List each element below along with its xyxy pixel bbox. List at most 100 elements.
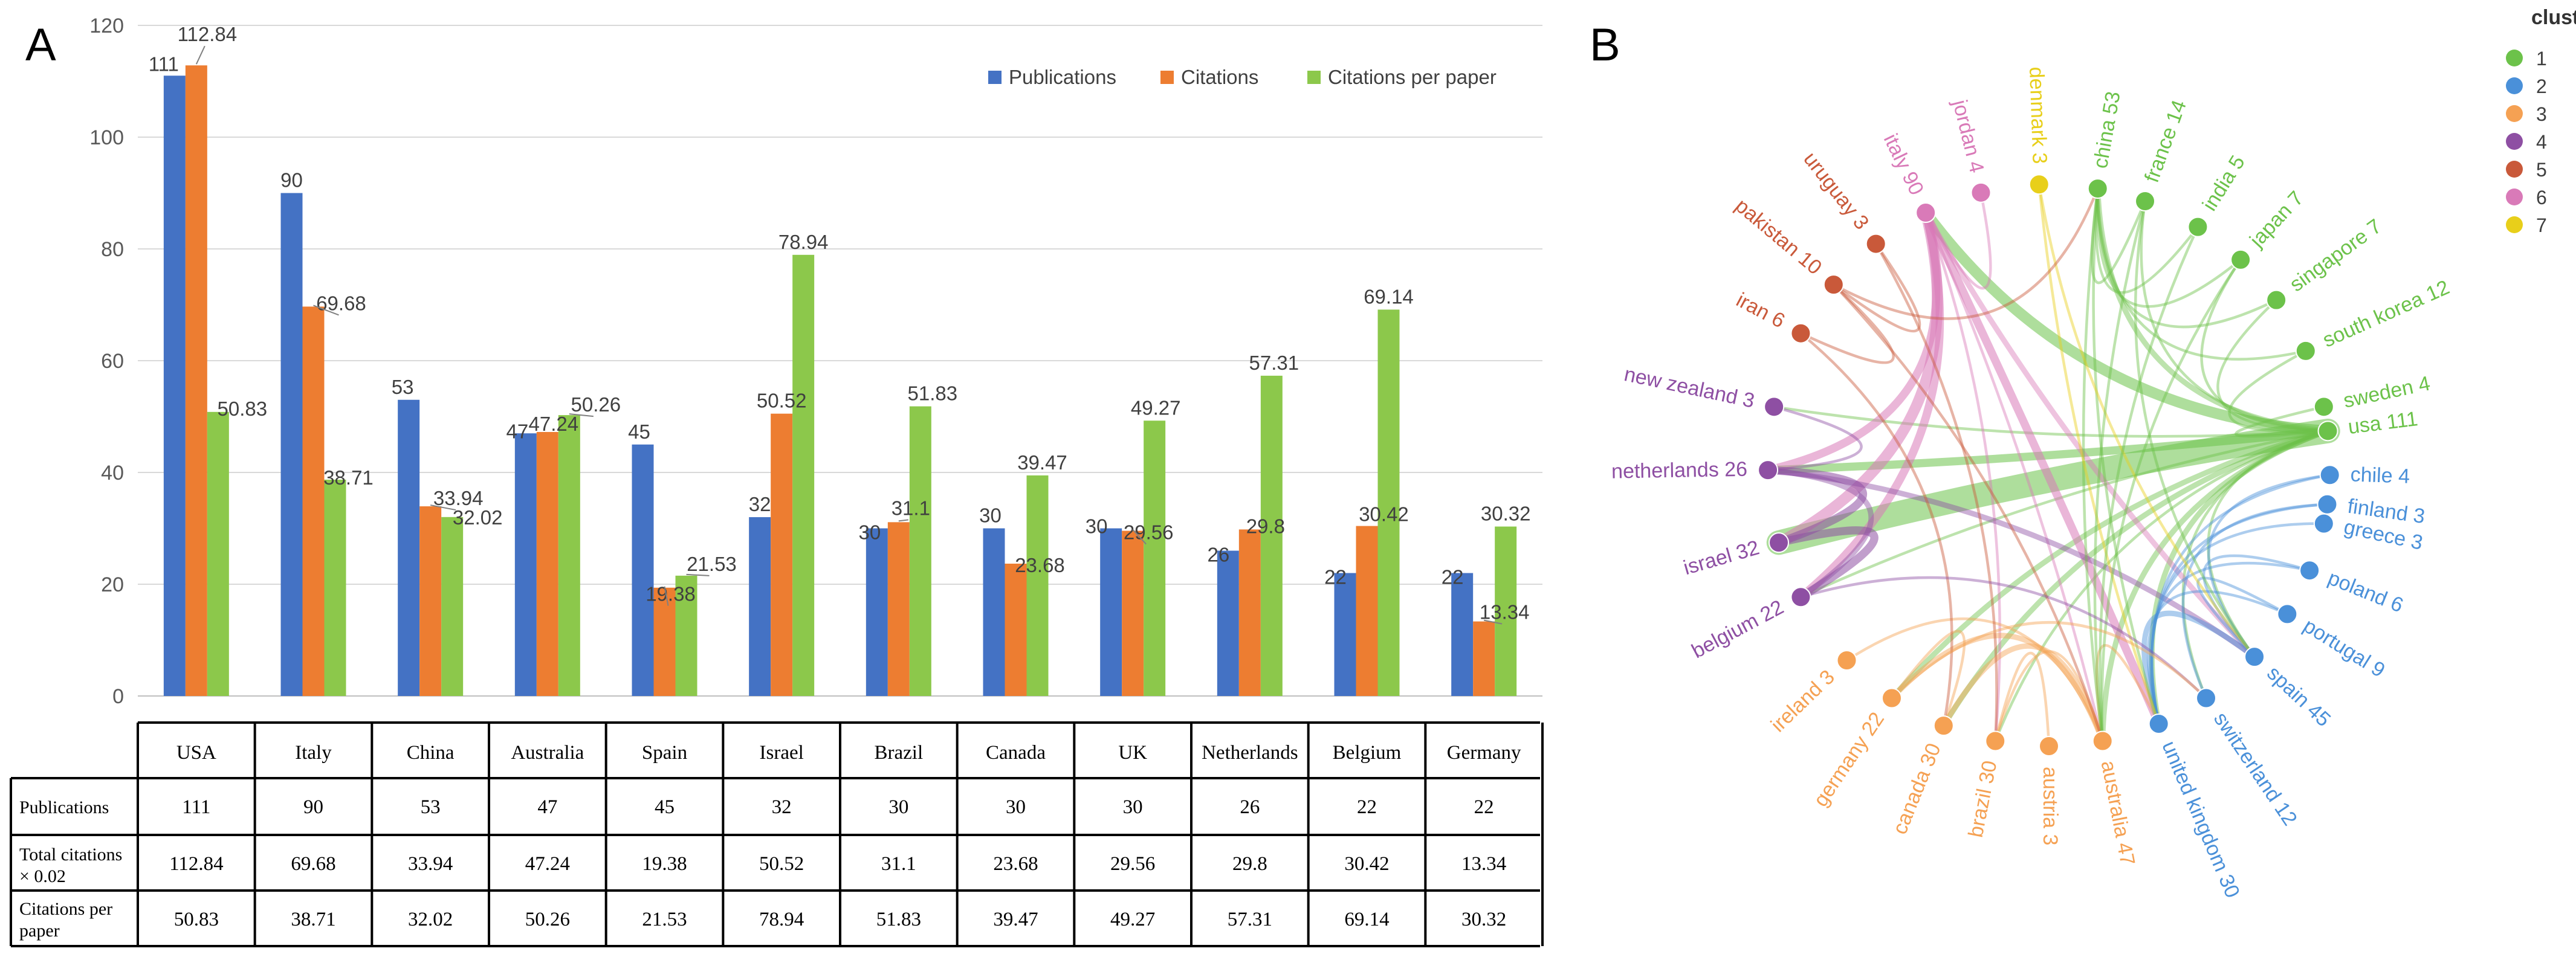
link-china-france: [2090, 187, 2147, 285]
link-italy-australia: [1924, 211, 2104, 743]
link-united-kingdom-portugal: [2146, 590, 2289, 726]
bar-data-label: 49.27: [1131, 396, 1181, 419]
cluster-swatch-5: [2506, 161, 2523, 178]
chart-legend: Publications Citations Citations per paper: [988, 66, 1497, 88]
bar-australia-publications: [514, 433, 537, 696]
node-united-kingdom: [2148, 714, 2169, 735]
node-label-china: china 53: [2089, 89, 2125, 170]
node-poland: [2299, 560, 2320, 581]
node-finland: [2317, 494, 2338, 515]
table-cell: 22: [1357, 796, 1377, 818]
bar-germany-citations-per-paper: [1495, 526, 1517, 696]
table-cell: 69.14: [1344, 909, 1389, 930]
bar-data-label: 30: [979, 504, 1002, 527]
bar-israel-citations: [771, 413, 793, 696]
node-label-ireland: ireland 3: [1767, 665, 1839, 736]
label-leader-line: [569, 413, 594, 417]
node-label-austria: austria 3: [2039, 767, 2062, 845]
bar-data-label: 22: [1324, 566, 1347, 588]
bar-belgium-citations-per-paper: [1377, 309, 1400, 696]
table-cell: 90: [303, 796, 323, 818]
y-tick-label: 0: [112, 685, 124, 708]
link-switzerland-finland: [2181, 503, 2329, 700]
node-label-jordan: jordan 4: [1948, 97, 1989, 175]
bar-uk-citations-per-paper: [1144, 420, 1166, 696]
bar-spain-citations-per-paper: [675, 575, 697, 696]
table-cell: 69.68: [291, 853, 335, 875]
table-cell: 47.24: [525, 853, 570, 875]
cluster-swatch-6: [2506, 188, 2523, 205]
node-label-india: india 5: [2198, 152, 2250, 215]
bar-data-label: 57.31: [1249, 352, 1299, 374]
table-cell: 51.83: [876, 909, 921, 930]
bar-canada-citations-per-paper: [1026, 475, 1049, 696]
link-iran-canada: [1799, 332, 1953, 727]
bar-data-label: 32.02: [453, 506, 503, 529]
bar-belgium-publications: [1334, 573, 1356, 696]
legend-label-citations: Citations: [1181, 66, 1258, 88]
node-label-israel: israel 32: [1681, 536, 1762, 579]
table-cell: 45: [655, 796, 675, 818]
y-tick-label: 80: [101, 238, 124, 261]
node-label-denmark: denmark 3: [2025, 66, 2051, 164]
table-header-italy: Italy: [295, 742, 332, 764]
cluster-swatch-7: [2506, 216, 2523, 233]
legend-swatch-citations-per-paper: [1307, 71, 1321, 84]
link-china-australia: [2082, 187, 2104, 743]
bar-germany-publications: [1451, 573, 1474, 696]
bar-data-label: 38.71: [323, 466, 374, 489]
bar-italy-publications: [280, 193, 303, 696]
table-cell: 21.53: [642, 909, 687, 930]
node-label-brazil: brazil 30: [1964, 759, 2002, 839]
bar-data-label: 32: [749, 493, 771, 515]
table-cell: 30: [888, 796, 908, 818]
cluster-label-3: 3: [2536, 103, 2547, 125]
link-china-united-kingdom: [2092, 187, 2160, 726]
bar-uk-publications: [1100, 528, 1122, 696]
link-usa-australia: [2100, 428, 2331, 744]
link-spain-chile: [2207, 473, 2331, 659]
y-tick-label: 20: [101, 573, 124, 596]
table-header-uk: UK: [1118, 742, 1147, 764]
table-cell: 111: [182, 796, 210, 818]
link-usa-canada: [1941, 428, 2331, 729]
cluster-swatch-4: [2506, 133, 2523, 150]
node-label-iran: iran 6: [1732, 288, 1788, 332]
node-label-belgium: belgium 22: [1688, 596, 1788, 663]
link-netherlands-spain: [1765, 467, 2257, 660]
bar-data-label: 90: [280, 169, 303, 192]
table-cell: 19.38: [642, 853, 687, 875]
link-usa-netherlands: [1764, 427, 2332, 474]
node-label-italy: italy 90: [1879, 130, 1928, 198]
bar-data-label: 21.53: [687, 553, 737, 575]
table-cell: 33.94: [408, 853, 453, 875]
bar-brazil-citations: [887, 522, 910, 696]
link-usa-france: [2140, 199, 2329, 433]
node-label-poland: poland 6: [2325, 566, 2406, 617]
link-united-kingdom-finland: [2150, 503, 2329, 726]
link-united-kingdom-greece: [2150, 522, 2326, 726]
bar-data-label: 31.1: [892, 497, 930, 519]
node-canada: [1933, 715, 1954, 736]
link-usa-brazil: [1994, 430, 2329, 743]
link-usa-switzerland: [2181, 430, 2329, 700]
bar-usa-citations-per-paper: [207, 411, 229, 696]
node-portugal: [2277, 604, 2298, 625]
bar-data-label: 13.34: [1480, 601, 1530, 623]
node-brazil: [1985, 730, 2006, 752]
cluster-label-2: 2: [2536, 76, 2547, 97]
row-header-line: × 0.02: [19, 866, 66, 886]
bar-uk-citations: [1122, 530, 1144, 696]
link-italy-united-kingdom: [1921, 208, 2163, 728]
cluster-label-7: 7: [2536, 214, 2547, 236]
row-header-line: paper: [19, 921, 60, 941]
cluster-swatch-2: [2506, 77, 2523, 94]
y-axis-ticks: 0 20 40 60 80 100 120: [89, 14, 124, 708]
table-cell: 29.8: [1232, 853, 1267, 875]
bar-netherlands-citations-per-paper: [1260, 375, 1283, 696]
link-australia-ireland: [1845, 617, 2104, 743]
table-header-spain: Spain: [642, 742, 687, 764]
table-cell: 47: [537, 796, 557, 818]
bar-data-label: 30.42: [1359, 503, 1409, 526]
